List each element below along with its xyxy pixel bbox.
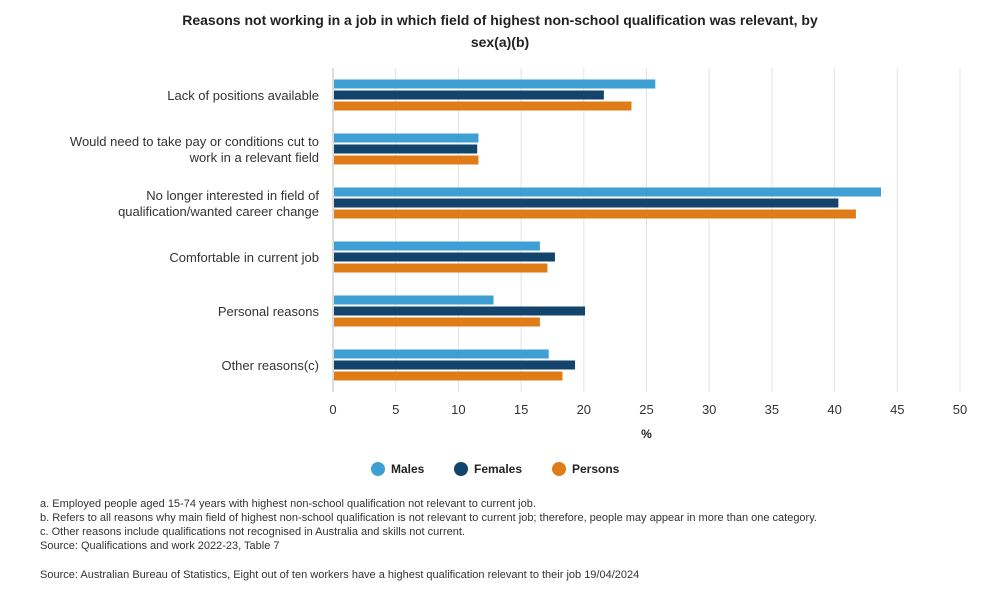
x-tick-label: 30 [702,402,716,417]
footnotes: a. Employed people aged 15-74 years with… [40,497,980,553]
x-tick-label: 15 [514,402,528,417]
bar-persons [334,317,540,327]
legend-marker-females [454,462,468,476]
chart-title-line-1: Reasons not working in a job in which fi… [182,12,818,28]
bar-males [334,79,656,89]
category-label: qualification/wanted career change [118,204,319,219]
chart-plot: 0 5 10 15 20 25 30 35 40 45 50% Lack of positions a… [70,68,967,476]
legend-label-females: Females [474,462,522,476]
bar-females [334,198,839,208]
x-tick-label: 45 [890,402,904,417]
legend-label-males: Males [391,462,425,476]
bar-males [334,349,549,359]
bar-persons [334,209,856,219]
bar-persons [334,155,479,165]
bar-persons [334,101,632,111]
x-tick-label: 40 [827,402,841,417]
x-axis-label: % [641,427,652,441]
category-label: Personal reasons [218,304,320,319]
category-label: Would need to take pay or conditions cut… [70,134,319,149]
bar-females [334,90,604,100]
bar-females [334,252,555,262]
legend-label-persons: Persons [572,462,620,476]
x-tick-label: 0 [329,402,336,417]
bar-males [334,187,881,197]
footnote-c: c. Other reasons include qualifications … [40,526,465,538]
footnote-b: b. Refers to all reasons why main field … [40,512,817,524]
bar-persons [334,371,563,381]
chart-title-line-2: sex(a)(b) [470,34,530,50]
category-label: Other reasons(c) [221,358,319,373]
bar-persons [334,263,548,273]
x-tick-label: 10 [451,402,465,417]
bar-males [334,295,494,305]
bar-females [334,144,478,154]
category-label: work in a relevant field [189,150,319,165]
bar-females [334,360,576,370]
category-label: Lack of positions available [167,88,319,103]
abs-source: Source: Australian Bureau of Statistics,… [40,569,640,581]
bar-males [334,241,540,251]
x-tick-label: 50 [953,402,967,417]
x-tick-label: 20 [577,402,591,417]
category-label: No longer interested in field of [146,188,319,203]
bar-males [334,133,479,143]
x-tick-label: 25 [639,402,653,417]
x-tick-label: 5 [392,402,399,417]
category-label: Comfortable in current job [169,250,319,265]
x-tick-label: 35 [765,402,779,417]
legend-marker-persons [552,462,566,476]
legend-marker-males [371,462,385,476]
footnote-a: a. Employed people aged 15-74 years with… [40,498,536,510]
table-source: Source: Qualifications and work 2022-23,… [40,540,280,552]
bar-females [334,306,586,316]
